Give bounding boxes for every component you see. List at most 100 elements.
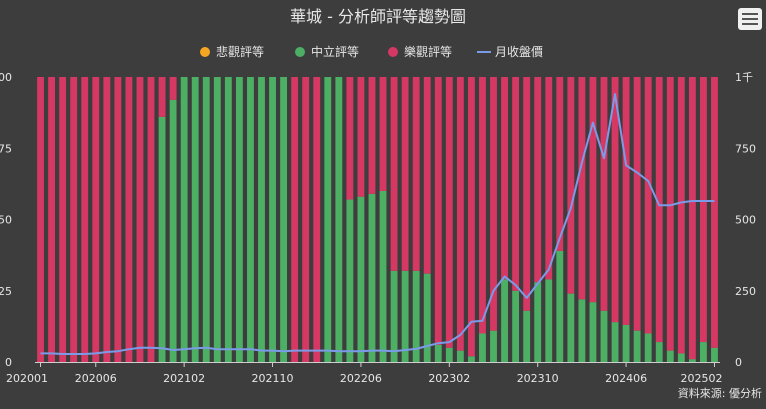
bar-segment[interactable] bbox=[700, 342, 707, 362]
bar-segment[interactable] bbox=[512, 290, 520, 362]
price-line[interactable] bbox=[40, 93, 715, 355]
bar-segment[interactable] bbox=[633, 330, 641, 362]
bar-segment[interactable] bbox=[169, 77, 177, 100]
bar-segment[interactable] bbox=[456, 77, 464, 351]
bar-segment[interactable] bbox=[479, 333, 486, 363]
bar-segment[interactable] bbox=[578, 299, 586, 362]
bar-segment[interactable] bbox=[224, 77, 232, 362]
bar-segment[interactable] bbox=[401, 270, 409, 362]
hamburger-menu-icon[interactable] bbox=[738, 8, 762, 30]
bar-segment[interactable] bbox=[136, 77, 144, 362]
bar-segment[interactable] bbox=[677, 77, 685, 354]
bar-segment[interactable] bbox=[688, 359, 696, 362]
bar-segment[interactable] bbox=[490, 330, 497, 362]
bar-segment[interactable] bbox=[313, 77, 321, 362]
bar-segment[interactable] bbox=[534, 77, 542, 283]
bar-segment[interactable] bbox=[655, 77, 663, 343]
bar-segment[interactable] bbox=[269, 77, 276, 362]
bar-segment[interactable] bbox=[700, 77, 707, 343]
bar-segment[interactable] bbox=[213, 77, 221, 362]
bar-segment[interactable] bbox=[401, 77, 409, 271]
bar-segment[interactable] bbox=[556, 77, 564, 251]
bar-segment[interactable] bbox=[324, 77, 332, 362]
bar-segment[interactable] bbox=[523, 310, 531, 362]
bar-segment[interactable] bbox=[48, 77, 55, 362]
bar-segment[interactable] bbox=[103, 77, 111, 362]
bar-segment[interactable] bbox=[666, 77, 674, 351]
bar-segment[interactable] bbox=[534, 282, 542, 362]
bar-segment[interactable] bbox=[147, 77, 155, 362]
bar-segment[interactable] bbox=[644, 333, 652, 363]
bar-segment[interactable] bbox=[412, 77, 420, 271]
bar-segment[interactable] bbox=[302, 77, 310, 362]
bar-segment[interactable] bbox=[412, 270, 420, 362]
bar-segment[interactable] bbox=[37, 77, 44, 362]
bar-segment[interactable] bbox=[556, 250, 564, 362]
bar-segment[interactable] bbox=[622, 77, 630, 325]
bar-segment[interactable] bbox=[379, 77, 387, 191]
bar-segment[interactable] bbox=[346, 77, 354, 200]
bar-segment[interactable] bbox=[711, 347, 718, 362]
bar-segment[interactable] bbox=[379, 191, 387, 362]
bar-segment[interactable] bbox=[92, 77, 100, 362]
bar-segment[interactable] bbox=[611, 77, 619, 323]
bar-segment[interactable] bbox=[677, 353, 685, 362]
bar-segment[interactable] bbox=[567, 77, 575, 294]
bar-segment[interactable] bbox=[70, 77, 78, 362]
bar-segment[interactable] bbox=[357, 77, 365, 197]
bar-segment[interactable] bbox=[180, 77, 188, 362]
bar-segment[interactable] bbox=[158, 77, 166, 117]
bar-segment[interactable] bbox=[169, 99, 177, 363]
legend-item-label[interactable]: 月收盤價 bbox=[495, 45, 543, 59]
bar-segment[interactable] bbox=[445, 77, 453, 348]
bar-segment[interactable] bbox=[644, 77, 652, 334]
bar-segment[interactable] bbox=[711, 77, 718, 348]
bar-segment[interactable] bbox=[567, 293, 575, 362]
bar-segment[interactable] bbox=[81, 77, 89, 362]
bar-segment[interactable] bbox=[390, 77, 398, 271]
bar-segment[interactable] bbox=[633, 77, 641, 331]
legend-item-label[interactable]: 悲觀評等 bbox=[216, 44, 264, 59]
bar-segment[interactable] bbox=[622, 324, 630, 362]
bar-segment[interactable] bbox=[501, 279, 508, 362]
bar-segment[interactable] bbox=[191, 77, 199, 362]
bar-segment[interactable] bbox=[247, 77, 254, 362]
bar-segment[interactable] bbox=[545, 279, 553, 362]
bar-segment[interactable] bbox=[456, 350, 464, 362]
legend-item-label[interactable]: 樂觀評等 bbox=[404, 44, 452, 59]
bar-segment[interactable] bbox=[258, 77, 265, 362]
bar-segment[interactable] bbox=[202, 77, 210, 362]
bar-segment[interactable] bbox=[346, 199, 354, 362]
bar-segment[interactable] bbox=[434, 344, 442, 362]
bar-segment[interactable] bbox=[445, 347, 453, 362]
bar-segment[interactable] bbox=[688, 77, 696, 360]
bar-segment[interactable] bbox=[423, 77, 431, 274]
bar-segment[interactable] bbox=[280, 77, 288, 362]
bar-segment[interactable] bbox=[390, 270, 398, 362]
bar-segment[interactable] bbox=[467, 77, 475, 357]
bar-segment[interactable] bbox=[158, 116, 166, 363]
bar-segment[interactable] bbox=[611, 322, 619, 362]
bar-segment[interactable] bbox=[368, 193, 376, 362]
bar-segment[interactable] bbox=[479, 77, 486, 334]
bar-segment[interactable] bbox=[589, 77, 597, 303]
bar-segment[interactable] bbox=[335, 77, 343, 362]
bar-segment[interactable] bbox=[235, 77, 243, 362]
bar-segment[interactable] bbox=[114, 77, 122, 362]
bar-segment[interactable] bbox=[589, 302, 597, 362]
bar-segment[interactable] bbox=[600, 77, 608, 311]
bar-segment[interactable] bbox=[578, 77, 586, 300]
bar-segment[interactable] bbox=[467, 356, 475, 362]
bar-segment[interactable] bbox=[600, 310, 608, 362]
bar-segment[interactable] bbox=[545, 77, 553, 280]
bar-segment[interactable] bbox=[501, 77, 508, 280]
bar-segment[interactable] bbox=[368, 77, 376, 194]
bar-segment[interactable] bbox=[490, 77, 497, 331]
bar-segment[interactable] bbox=[434, 77, 442, 345]
bar-segment[interactable] bbox=[655, 342, 663, 362]
bar-segment[interactable] bbox=[125, 77, 133, 362]
bar-segment[interactable] bbox=[357, 196, 365, 362]
bar-segment[interactable] bbox=[512, 77, 520, 291]
bar-segment[interactable] bbox=[59, 77, 67, 362]
bar-segment[interactable] bbox=[523, 77, 531, 311]
